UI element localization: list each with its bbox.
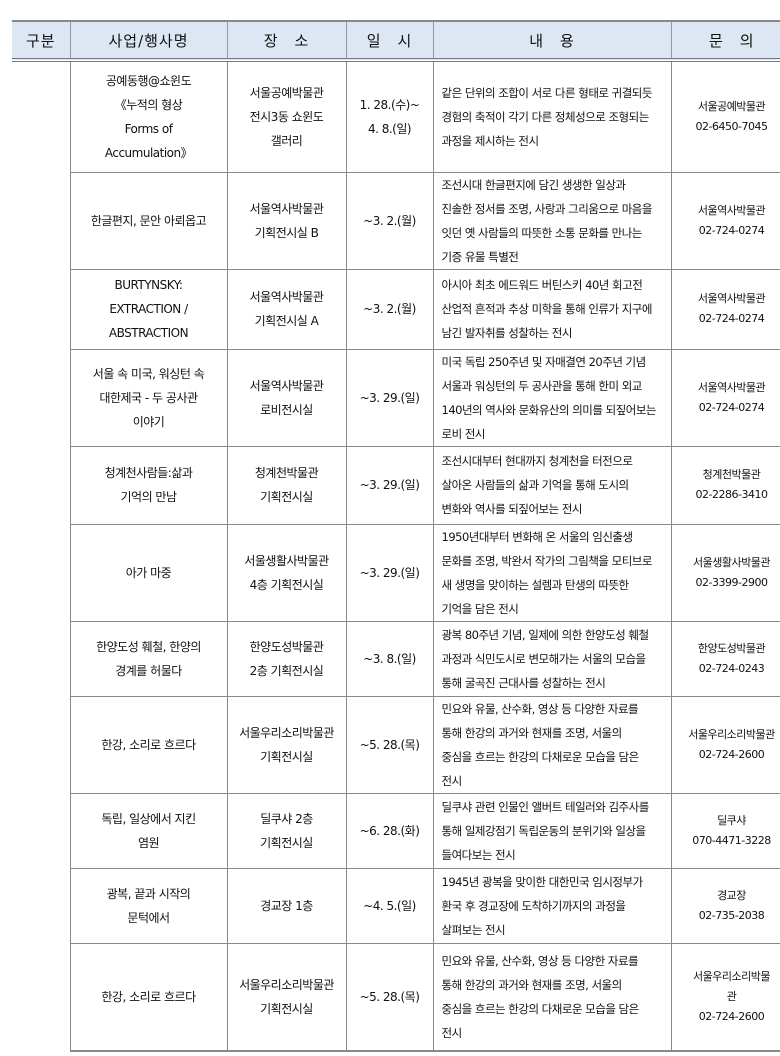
event-name-cell: 아가 마중 bbox=[69, 523, 228, 622]
date-cell: ~6. 28.(화) bbox=[345, 792, 434, 869]
date-cell: ~4. 5.(일) bbox=[345, 867, 434, 944]
contact-cell: 서울역사박물관 02-724-0274 bbox=[670, 348, 780, 447]
place-cell: 서울우리소리박물관 기획전시실 bbox=[226, 942, 347, 1052]
date-cell: ~3. 29.(일) bbox=[345, 348, 434, 447]
event-name-cell: BURTYNSKY: EXTRACTION / ABSTRACTION bbox=[69, 268, 228, 350]
table-row: 한강, 소리로 흐르다 서울우리소리박물관 기획전시실 ~5. 28.(목) 민요와 … bbox=[12, 695, 780, 794]
table-row: 한양도성 훼철, 한양의 경계를 허물다 한양도성박물관 2층 기획전시실 ~3. … bbox=[12, 620, 780, 697]
content-cell: 딜쿠샤 관련 인물인 앨버트 테일러와 김주사를 통해 일제강점기 독립운동의 … bbox=[432, 792, 672, 869]
place-cell: 한양도성박물관 2층 기획전시실 bbox=[226, 620, 347, 697]
contact-cell: 서울생활사박물관 02-3399-2900 bbox=[670, 523, 780, 622]
event-name-cell: 공예동행@쇼윈도 《누적의 형상 Forms of Accumulation》 bbox=[69, 59, 228, 173]
place-cell: 서울생활사박물관 4층 기획전시실 bbox=[226, 523, 347, 622]
event-name-cell: 한강, 소리로 흐르다 bbox=[69, 695, 228, 794]
content-cell: 미국 독립 250주년 및 자매결연 20주년 기념 서울과 워싱턴의 두 공사… bbox=[432, 348, 672, 447]
content-cell: 1945년 광복을 맞이한 대한민국 임시정부가 환국 후 경교장에 도착하기까… bbox=[432, 867, 672, 944]
content-cell: 조선시대 한글편지에 담긴 생생한 일상과 진솔한 정서를 조명, 사랑과 그리… bbox=[432, 171, 672, 270]
contact-cell: 서울공예박물관 02-6450-7045 bbox=[670, 59, 780, 173]
table-row: 한강, 소리로 흐르다 서울우리소리박물관 기획전시실 ~5. 28.(목) 민요와 … bbox=[12, 942, 780, 1052]
content-cell: 민요와 유물, 산수화, 영상 등 다양한 자료를 통해 한강의 과거와 현재를… bbox=[432, 942, 672, 1052]
header-place: 장 소 bbox=[226, 20, 346, 62]
category-cell bbox=[12, 60, 71, 1051]
contact-cell: 서울우리소리박물관 02-724-2600 bbox=[670, 695, 780, 794]
table-row: 독립, 일상에서 지킨 염원 딜쿠샤 2층 기획전시실 ~6. 28.(화) 딜쿠샤 … bbox=[12, 792, 780, 869]
event-name-cell: 한양도성 훼철, 한양의 경계를 허물다 bbox=[69, 620, 228, 697]
content-cell: 1950년대부터 변화해 온 서울의 임신출생 문화를 조명, 박완서 작가의 … bbox=[432, 523, 672, 622]
event-name-cell: 광복, 끝과 시작의 문턱에서 bbox=[69, 867, 228, 944]
place-cell: 청계천박물관 기획전시실 bbox=[226, 445, 347, 525]
place-cell: 경교장 1층 bbox=[226, 867, 347, 944]
content-cell: 조선시대부터 현대까지 청계천을 터전으로 살아온 사람들의 삶과 기억을 통해… bbox=[432, 445, 672, 525]
place-cell: 서울역사박물관 기획전시실 B bbox=[226, 171, 347, 270]
content-cell: 같은 단위의 조합이 서로 다른 형태로 귀결되듯 경험의 축적이 각기 다른 … bbox=[432, 59, 672, 173]
header-content: 내 용 bbox=[432, 20, 671, 62]
content-cell: 아시아 최초 에드워드 버틴스키 40년 회고전 산업적 흔적과 추상 미학을 … bbox=[432, 268, 672, 350]
exhibition-table: 구분 사업/행사명 장 소 일 시 내 용 문 의 공예동행@쇼윈도 《누적의 … bbox=[12, 20, 780, 1052]
table-row: 공예동행@쇼윈도 《누적의 형상 Forms of Accumulation》 서… bbox=[12, 59, 780, 1051]
contact-cell: 서울역사박물관 02-724-0274 bbox=[670, 171, 780, 270]
table-row: 한글편지, 문안 아뢰옵고 서울역사박물관 기획전시실 B ~3. 2.(월) 조선시… bbox=[12, 171, 780, 270]
place-cell: 서울우리소리박물관 기획전시실 bbox=[226, 695, 347, 794]
event-name-cell: 서울 속 미국, 워싱턴 속 대한제국 - 두 공사관 이야기 bbox=[69, 348, 228, 447]
date-cell: ~3. 2.(월) bbox=[345, 268, 434, 350]
event-name-cell: 청계천사람들:삶과 기억의 만남 bbox=[69, 445, 228, 525]
contact-cell: 한양도성박물관 02-724-0243 bbox=[670, 620, 780, 697]
date-cell: ~3. 8.(일) bbox=[345, 620, 434, 697]
event-name-cell: 한강, 소리로 흐르다 bbox=[69, 942, 228, 1052]
place-cell: 서울역사박물관 로비전시실 bbox=[226, 348, 347, 447]
contact-cell: 경교장 02-735-2038 bbox=[670, 867, 780, 944]
table-row: 청계천사람들:삶과 기억의 만남 청계천박물관 기획전시실 ~3. 29.(일) 조선… bbox=[12, 445, 780, 525]
content-cell: 광복 80주년 기념, 일제에 의한 한양도성 훼철 과정과 식민도시로 변모해… bbox=[432, 620, 672, 697]
table-row: BURTYNSKY: EXTRACTION / ABSTRACTION 서울역사박… bbox=[12, 268, 780, 350]
table-row: 아가 마중 서울생활사박물관 4층 기획전시실 ~3. 29.(일) 1950년대부터… bbox=[12, 523, 780, 622]
place-cell: 서울역사박물관 기획전시실 A bbox=[226, 268, 347, 350]
event-name-cell: 독립, 일상에서 지킨 염원 bbox=[69, 792, 228, 869]
contact-cell: 서울우리소리박물 관 02-724-2600 bbox=[670, 942, 780, 1052]
place-cell: 딜쿠샤 2층 기획전시실 bbox=[226, 792, 347, 869]
date-cell: ~3. 29.(일) bbox=[345, 523, 434, 622]
contact-cell: 딜쿠샤 070-4471-3228 bbox=[670, 792, 780, 869]
table-row: 서울 속 미국, 워싱턴 속 대한제국 - 두 공사관 이야기 서울역사박물관 로… bbox=[12, 348, 780, 447]
date-cell: ~5. 28.(목) bbox=[345, 942, 434, 1052]
contact-cell: 서울역사박물관 02-724-0274 bbox=[670, 268, 780, 350]
header-contact: 문 의 bbox=[670, 20, 780, 62]
contact-cell: 청계천박물관 02-2286-3410 bbox=[670, 445, 780, 525]
header-category: 구분 bbox=[12, 20, 70, 62]
date-cell: ~3. 29.(일) bbox=[345, 445, 434, 525]
header-event-name: 사업/행사명 bbox=[69, 20, 227, 62]
place-cell: 서울공예박물관 전시3동 쇼윈도 갤러리 bbox=[226, 59, 347, 173]
date-cell: ~5. 28.(목) bbox=[345, 695, 434, 794]
content-cell: 민요와 유물, 산수화, 영상 등 다양한 자료를 통해 한강의 과거와 현재를… bbox=[432, 695, 672, 794]
table-header: 구분 사업/행사명 장 소 일 시 내 용 문 의 bbox=[12, 20, 780, 62]
event-name-cell: 한글편지, 문안 아뢰옵고 bbox=[69, 171, 228, 270]
table-row: 광복, 끝과 시작의 문턱에서 경교장 1층 ~4. 5.(일) 1945년 광복을 … bbox=[12, 867, 780, 944]
date-cell: ~3. 2.(월) bbox=[345, 171, 434, 270]
header-date: 일 시 bbox=[345, 20, 433, 62]
date-cell: 1. 28.(수)~ 4. 8.(일) bbox=[345, 59, 434, 173]
